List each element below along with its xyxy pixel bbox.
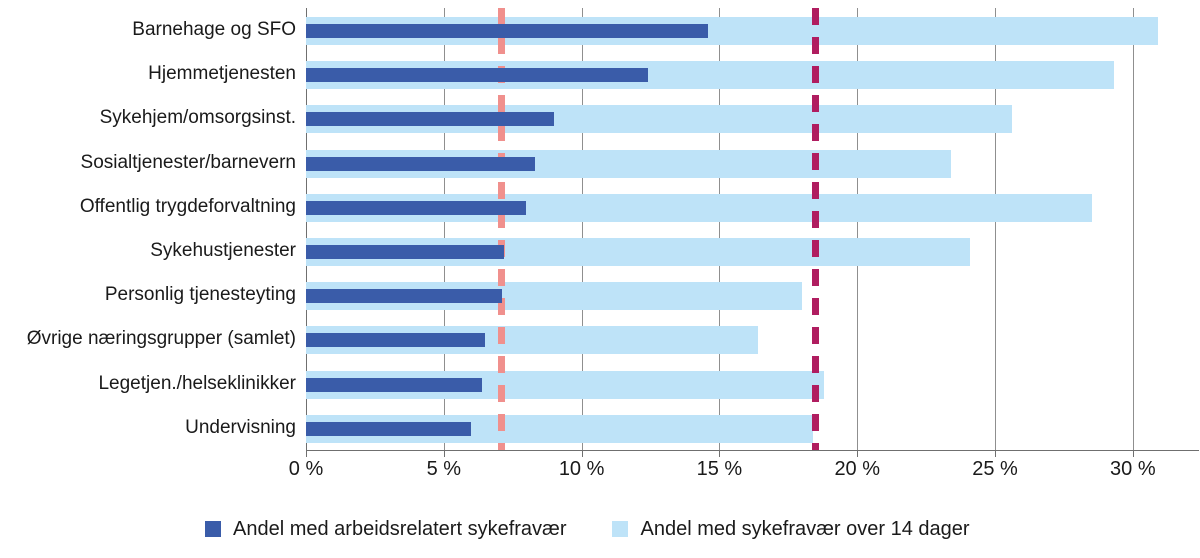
legend-item-arbeidsrelatert: Andel med arbeidsrelatert sykefravær: [205, 518, 566, 541]
x-axis-tick: [306, 451, 307, 457]
x-tick-label: 20 %: [834, 458, 881, 480]
gridline: [995, 8, 997, 450]
legend-swatch-light-blue: [612, 521, 629, 537]
x-axis-tick: [443, 451, 445, 457]
bar-arbeidsrelatert-sykefravaer: [306, 156, 535, 171]
category-label: Legetjen./helseklinikker: [98, 372, 296, 394]
legend-swatch-dark-blue: [205, 521, 221, 537]
x-tick-label: 25 %: [972, 458, 1018, 480]
x-axis-line: [306, 450, 1199, 451]
bar-arbeidsrelatert-sykefravaer: [306, 68, 648, 83]
legend: Andel med arbeidsrelatert sykefravær And…: [205, 514, 970, 544]
bar-arbeidsrelatert-sykefravaer: [306, 112, 555, 127]
gridline: [857, 8, 859, 450]
category-label: Personlig tjenesteyting: [104, 284, 296, 306]
x-axis-tick: [857, 451, 859, 457]
x-tick-label: 30 %: [1110, 458, 1156, 480]
legend-label: Andel med arbeidsrelatert sykefravær: [233, 517, 567, 540]
x-tick-label: 5 %: [426, 458, 462, 480]
x-axis-tick: [995, 451, 997, 457]
category-label: Sykehjem/omsorgsinst.: [99, 107, 296, 129]
category-label: Sykehustjenester: [150, 240, 296, 262]
category-label: Undervisning: [185, 416, 296, 438]
plot-area: [306, 8, 1199, 450]
bar-arbeidsrelatert-sykefravaer: [306, 289, 502, 304]
bar-arbeidsrelatert-sykefravaer: [306, 377, 483, 392]
bar-arbeidsrelatert-sykefravaer: [306, 245, 505, 259]
gridline: [443, 8, 445, 450]
category-label: Sosialtjenester/barnevern: [80, 151, 296, 173]
category-label: Offentlig trygdeforvaltning: [79, 195, 296, 217]
gridline: [1132, 8, 1134, 450]
category-label: Øvrige næringsgrupper (samlet): [26, 328, 296, 350]
x-tick-label: 0 %: [288, 458, 324, 480]
category-axis: Barnehage og SFO Hjemmetjenesten Sykehjem/…: [0, 8, 296, 450]
salmon-dashed-line: [498, 8, 506, 450]
bar-arbeidsrelatert-sykefravaer: [306, 421, 472, 436]
x-axis-tick: [719, 451, 721, 457]
category-label: Hjemmetjenesten: [148, 63, 296, 85]
magenta-dashed-line: [812, 8, 820, 450]
x-tick-label: 15 %: [696, 458, 743, 480]
bar-arbeidsrelatert-sykefravaer: [306, 24, 709, 38]
x-axis-tick: [581, 451, 583, 457]
legend-item-over-14-dager: Andel med sykefravær over 14 dager: [612, 517, 970, 541]
gridline: [719, 8, 721, 450]
bar-arbeidsrelatert-sykefravaer: [306, 200, 527, 215]
gridline: [306, 8, 307, 450]
x-axis-tick: [1132, 451, 1134, 457]
legend-label: Andel med sykefravær over 14 dager: [640, 517, 970, 540]
gridline: [581, 8, 583, 450]
x-tick-label: 10 %: [558, 458, 605, 480]
category-label: Barnehage og SFO: [132, 19, 296, 41]
bar-arbeidsrelatert-sykefravaer: [306, 333, 486, 348]
